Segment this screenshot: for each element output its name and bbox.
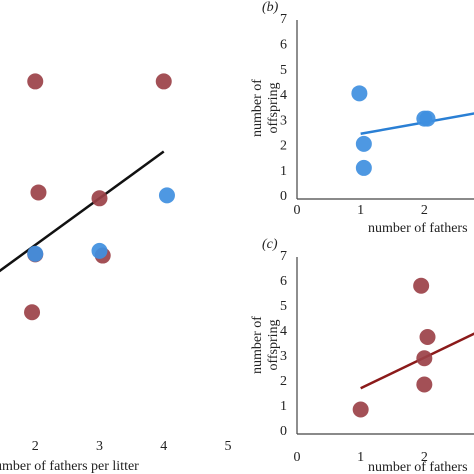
point bbox=[416, 376, 433, 393]
point bbox=[158, 187, 175, 204]
fit-line bbox=[0, 150, 165, 273]
y-tick-label: 2 bbox=[280, 139, 287, 154]
y-tick-label: 1 bbox=[280, 399, 287, 414]
x-tick-label: 2 bbox=[421, 450, 428, 465]
x-tick-label: 3 bbox=[96, 439, 103, 454]
y-axis-label: offspring bbox=[266, 319, 281, 370]
y-tick-label: 3 bbox=[280, 113, 287, 128]
x-tick-label: 2 bbox=[32, 439, 39, 454]
point bbox=[91, 242, 108, 259]
x-axis-label: number of fathers bbox=[368, 221, 468, 236]
y-axis-label: offspring bbox=[266, 82, 281, 133]
panel-label: (b) bbox=[262, 0, 279, 15]
y-tick-label: 5 bbox=[280, 63, 287, 78]
point bbox=[27, 73, 44, 90]
point bbox=[413, 277, 430, 294]
point bbox=[419, 329, 436, 345]
point bbox=[355, 159, 372, 176]
point bbox=[416, 350, 433, 367]
x-tick-label: 5 bbox=[225, 439, 232, 454]
y-tick-label: 3 bbox=[280, 349, 287, 364]
point bbox=[419, 110, 436, 127]
y-tick-label: 7 bbox=[280, 249, 287, 264]
y-tick-label: 4 bbox=[280, 88, 287, 103]
y-tick-label: 0 bbox=[280, 189, 287, 204]
y-tick-label: 1 bbox=[280, 164, 287, 179]
point bbox=[27, 245, 44, 262]
x-tick-label: 0 bbox=[294, 203, 301, 218]
x-tick-label: 1 bbox=[357, 450, 364, 465]
x-tick-label: 0 bbox=[294, 450, 301, 465]
panel-label: (c) bbox=[262, 237, 278, 252]
y-tick-label: 6 bbox=[280, 274, 287, 289]
y-axis-label: number of bbox=[250, 79, 265, 137]
y-tick-label: 6 bbox=[280, 38, 287, 53]
y-tick-label: 5 bbox=[280, 299, 287, 314]
point bbox=[355, 135, 372, 152]
point bbox=[30, 184, 47, 201]
x-tick-label: 4 bbox=[160, 439, 167, 454]
x-tick-label: 2 bbox=[421, 203, 428, 218]
x-axis-label: number of fathers bbox=[368, 460, 468, 474]
x-tick-label: 1 bbox=[357, 203, 364, 218]
point bbox=[352, 401, 369, 418]
x-axis-label: number of fathers per litter bbox=[0, 459, 139, 474]
point bbox=[155, 73, 172, 90]
point bbox=[351, 85, 368, 102]
y-axis-label: number of bbox=[250, 316, 265, 374]
point bbox=[91, 190, 108, 207]
y-tick-label: 4 bbox=[280, 324, 287, 339]
point bbox=[24, 304, 41, 321]
y-tick-label: 2 bbox=[280, 374, 287, 389]
y-tick-label: 0 bbox=[280, 424, 287, 439]
y-tick-label: 7 bbox=[280, 12, 287, 27]
